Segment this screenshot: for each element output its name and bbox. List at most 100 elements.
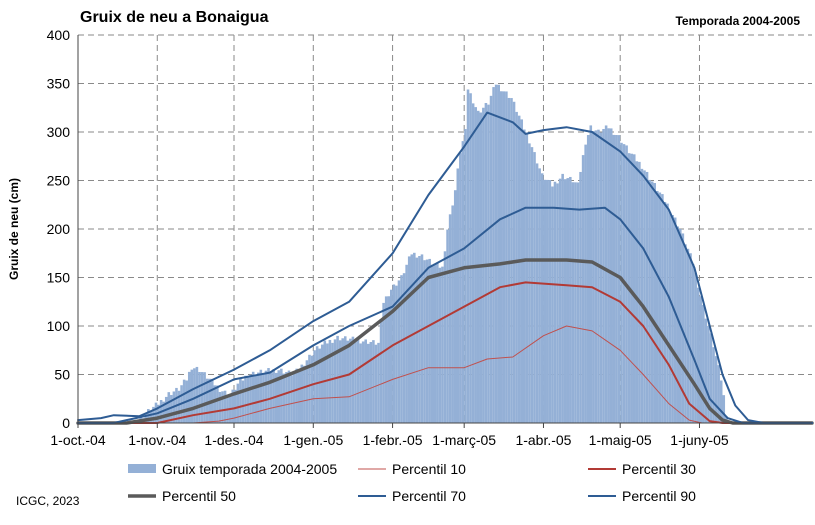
snow-depth-bar [676, 226, 680, 423]
snow-depth-bar [617, 135, 621, 423]
x-tick-label: 1-abr.-05 [515, 432, 571, 448]
snow-depth-bar [471, 103, 475, 423]
snow-depth-bar [216, 385, 219, 423]
snow-depth-bar [367, 343, 370, 423]
snow-depth-bar [295, 368, 298, 423]
p30-line [77, 281, 813, 424]
snow-depth-bar [638, 161, 641, 423]
snow-depth-bar [236, 383, 240, 423]
snow-depth-bar [709, 333, 713, 423]
snow-depth-bar [430, 264, 434, 423]
snow-depth-bar [492, 87, 495, 423]
snow-depth-bar [686, 248, 690, 423]
snow-depth-bar [320, 344, 324, 423]
x-tick-label: 1-març-05 [432, 432, 496, 448]
snow-depth-bar [689, 253, 692, 423]
snow-depth-bar [310, 355, 314, 423]
snow-depth-bar [259, 369, 263, 423]
snow-depth-bar [239, 378, 242, 423]
snow-depth-bar [390, 289, 393, 423]
snow-depth-bar [308, 354, 311, 423]
snow-depth-bar [702, 304, 705, 423]
snow-depth-bar [569, 176, 572, 423]
snow-depth-bar [264, 370, 268, 423]
snow-depth-bar [303, 365, 306, 423]
snow-depth-bar [418, 256, 421, 423]
snow-depth-bar [719, 380, 723, 423]
snow-depth-bar [448, 214, 452, 423]
snow-depth-bar [584, 144, 587, 424]
snow-depth-bar [459, 153, 462, 423]
p10-line [77, 325, 813, 424]
snow-depth-bar [620, 142, 623, 423]
snow-depth-bar [609, 128, 613, 423]
snow-depth-bar [203, 372, 206, 423]
snow-depth-bar [707, 326, 710, 423]
snow-depth-bar [251, 371, 255, 423]
snow-depth-bar [349, 338, 352, 423]
snow-depth-bar [218, 391, 222, 423]
snow-depth-bar [589, 125, 593, 424]
snow-depth-bar [546, 179, 549, 423]
snow-depth-bar [369, 342, 373, 423]
snow-depth-bar [338, 340, 342, 423]
snow-depth-bar [640, 168, 644, 423]
snow-depth-bar [556, 183, 559, 423]
snow-depth-bar [558, 178, 562, 423]
snow-depth-bar [655, 190, 659, 423]
snow-depth-bar [650, 181, 654, 423]
x-tick-label: 1-nov.-04 [128, 432, 186, 448]
snow-depth-bar [413, 252, 416, 423]
snow-depth-bar [354, 341, 357, 423]
snow-depth-bar [177, 390, 181, 423]
snow-depth-bar [331, 342, 334, 423]
snow-depth-bar [663, 202, 667, 423]
snow-depth-bar [428, 258, 431, 423]
snow-depth-bar [254, 375, 258, 423]
legend-label: Percentil 50 [162, 488, 236, 504]
legend-label: Percentil 70 [392, 488, 466, 504]
snow-depth-bar [262, 373, 265, 423]
snow-depth-bar [343, 336, 347, 423]
legend: Gruix temporada 2004-2005 Percentil 10 Per… [128, 461, 696, 504]
snow-depth-bar [704, 318, 708, 423]
snow-depth-bar [315, 346, 319, 423]
y-tick-label: 200 [47, 221, 71, 237]
snow-depth-bar [402, 273, 406, 423]
y-tick-label: 0 [62, 415, 70, 431]
snow-depth-bar [535, 163, 539, 423]
snow-depth-bar [523, 129, 526, 423]
y-tick-labels: 0 50 100 150 200 250 300 350 400 [47, 27, 71, 431]
legend-label: Percentil 10 [392, 461, 466, 477]
snow-depth-bar [162, 401, 165, 423]
snow-depth-bar [594, 130, 598, 423]
snow-depth-bar [635, 161, 639, 424]
snow-depth-bar [563, 179, 567, 423]
snow-depth-bar [200, 372, 204, 423]
credit-text: ICGC, 2023 [16, 494, 80, 508]
snow-depth-bar [484, 103, 488, 423]
y-axis-label: Gruix de neu (cm) [7, 178, 21, 280]
snow-depth-bar [346, 340, 350, 423]
snow-depth-bar [599, 132, 603, 423]
snow-depth-bar [305, 360, 309, 423]
snow-depth-bar [586, 135, 590, 423]
snow-depth-bar [466, 89, 470, 423]
p50-line [76, 258, 814, 425]
snow-depth-bar [722, 395, 726, 423]
snow-depth-bar [328, 339, 332, 423]
snow-depth-bar [205, 378, 209, 423]
x-tick-labels: 1-oct.-04 1-nov.-04 1-des.-04 1-gen.-05 1-fe… [50, 432, 728, 448]
snow-depth-bar [397, 280, 401, 423]
snow-depth-bar [267, 368, 270, 423]
snow-depth-bar [666, 203, 669, 423]
y-tick-label: 150 [47, 270, 71, 286]
snow-depth-bar [149, 411, 153, 423]
snow-depth-bar [581, 155, 585, 423]
snow-depth-bar [615, 135, 618, 423]
snow-depth-bar [699, 296, 703, 423]
snow-depth-bar [499, 91, 503, 423]
snow-depth-bar [313, 350, 316, 423]
snow-depth-bar [443, 251, 447, 423]
